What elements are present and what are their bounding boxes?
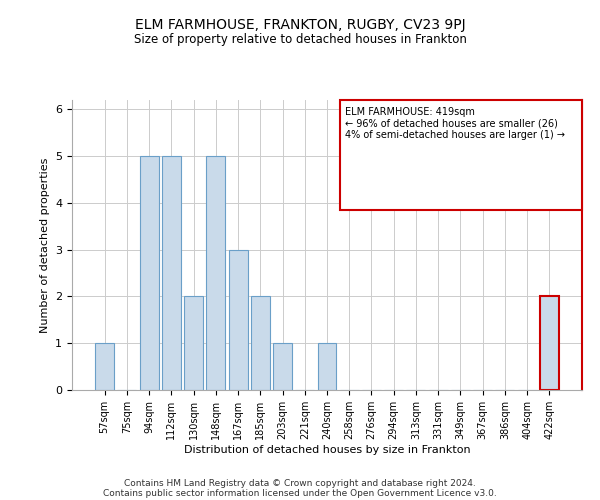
X-axis label: Distribution of detached houses by size in Frankton: Distribution of detached houses by size … <box>184 444 470 454</box>
Bar <box>251 296 270 390</box>
Text: Size of property relative to detached houses in Frankton: Size of property relative to detached ho… <box>134 32 466 46</box>
Bar <box>162 156 181 390</box>
FancyBboxPatch shape <box>340 100 582 210</box>
Bar <box>229 250 248 390</box>
Text: Contains public sector information licensed under the Open Government Licence v3: Contains public sector information licen… <box>103 488 497 498</box>
Bar <box>540 296 559 390</box>
Bar <box>140 156 158 390</box>
Bar <box>95 343 114 390</box>
Text: ELM FARMHOUSE: 419sqm
← 96% of detached houses are smaller (26)
4% of semi-detac: ELM FARMHOUSE: 419sqm ← 96% of detached … <box>345 108 565 140</box>
Bar <box>273 343 292 390</box>
Text: Contains HM Land Registry data © Crown copyright and database right 2024.: Contains HM Land Registry data © Crown c… <box>124 478 476 488</box>
Bar <box>317 343 337 390</box>
Bar <box>206 156 225 390</box>
Bar <box>184 296 203 390</box>
Text: ELM FARMHOUSE, FRANKTON, RUGBY, CV23 9PJ: ELM FARMHOUSE, FRANKTON, RUGBY, CV23 9PJ <box>134 18 466 32</box>
Y-axis label: Number of detached properties: Number of detached properties <box>40 158 50 332</box>
